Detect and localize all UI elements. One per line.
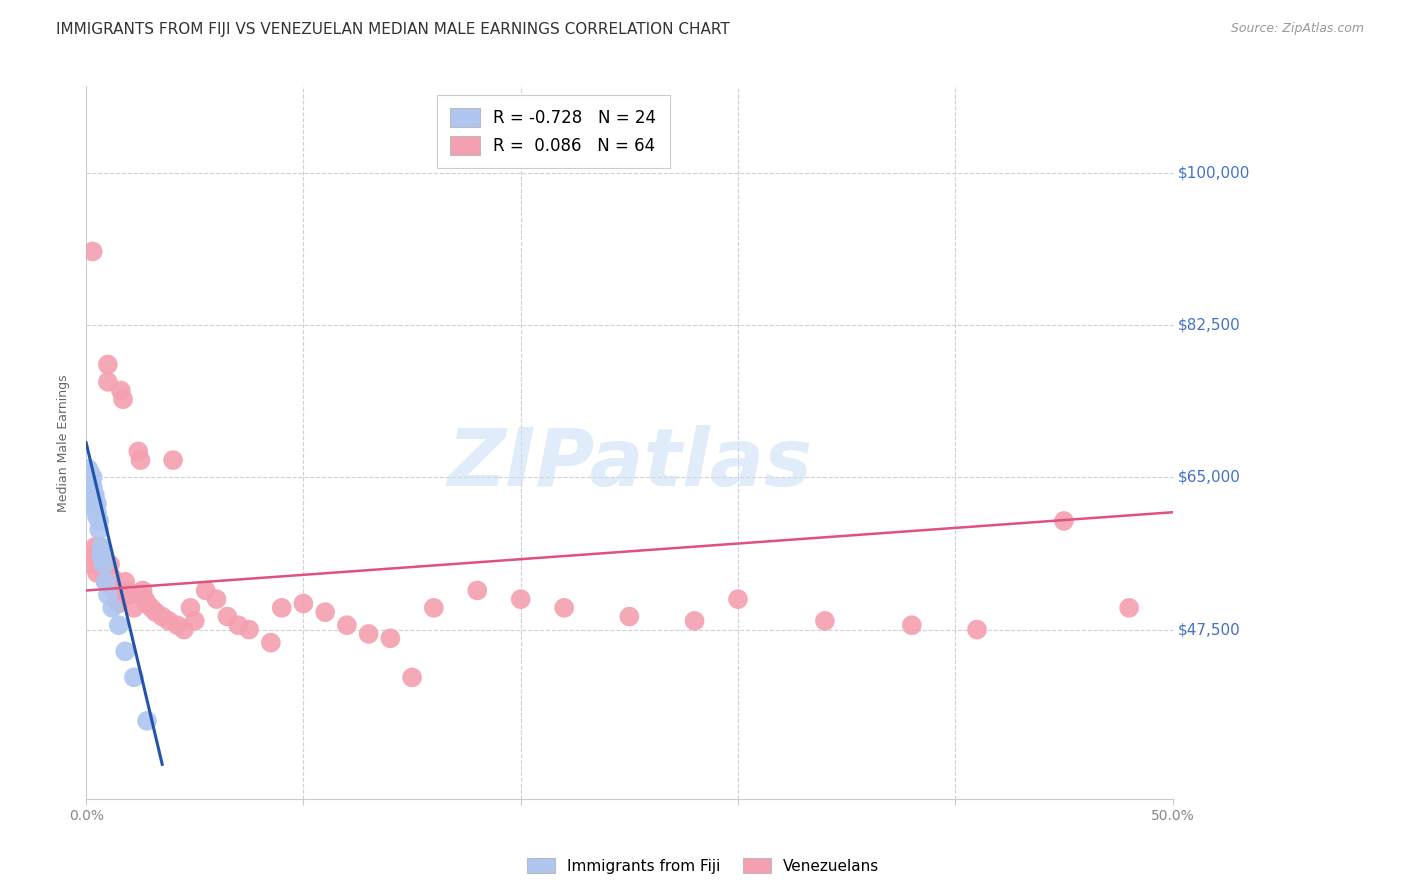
Text: $82,500: $82,500 <box>1178 318 1240 333</box>
Point <box>93 566 115 580</box>
Point <box>101 570 124 584</box>
Point <box>194 583 217 598</box>
Point <box>83 492 105 507</box>
Point <box>117 583 139 598</box>
Text: $47,500: $47,500 <box>1178 622 1240 637</box>
Point <box>683 614 706 628</box>
Point <box>101 600 124 615</box>
Point <box>107 618 129 632</box>
Point <box>131 583 153 598</box>
Point <box>90 540 112 554</box>
Point <box>184 614 207 628</box>
Point <box>465 583 488 598</box>
Point <box>114 644 136 658</box>
Point <box>93 558 115 572</box>
Point <box>89 523 111 537</box>
Point <box>82 483 104 498</box>
Point <box>166 618 188 632</box>
Legend: R = -0.728   N = 24, R =  0.086   N = 64: R = -0.728 N = 24, R = 0.086 N = 64 <box>437 95 669 169</box>
Point <box>110 384 132 398</box>
Point <box>89 514 111 528</box>
Point <box>77 462 100 476</box>
Point <box>79 475 101 489</box>
Point <box>814 614 837 628</box>
Point <box>83 488 105 502</box>
Point <box>86 553 108 567</box>
Point <box>107 597 129 611</box>
Point <box>270 600 292 615</box>
Point <box>86 566 108 580</box>
Y-axis label: Median Male Earnings: Median Male Earnings <box>58 374 70 511</box>
Point <box>79 558 101 572</box>
Point <box>226 618 249 632</box>
Point <box>134 592 156 607</box>
Point <box>314 605 336 619</box>
Point <box>86 509 108 524</box>
Point <box>173 623 195 637</box>
Point <box>93 558 115 572</box>
Point <box>205 592 228 607</box>
Point <box>112 392 135 407</box>
Point <box>118 588 141 602</box>
Point <box>423 600 446 615</box>
Point <box>901 618 924 632</box>
Text: $100,000: $100,000 <box>1178 166 1250 181</box>
Point <box>150 609 173 624</box>
Point <box>82 479 104 493</box>
Point <box>553 600 575 615</box>
Point <box>83 540 105 554</box>
Point <box>1053 514 1076 528</box>
Point <box>97 375 120 389</box>
Point <box>89 540 111 554</box>
Point <box>727 592 749 607</box>
Point <box>94 574 117 589</box>
Point <box>401 670 423 684</box>
Point <box>179 600 201 615</box>
Legend: Immigrants from Fiji, Venezuelans: Immigrants from Fiji, Venezuelans <box>520 852 886 880</box>
Text: ZIPatlas: ZIPatlas <box>447 425 811 503</box>
Point <box>136 714 159 728</box>
Point <box>145 605 167 619</box>
Point <box>336 618 359 632</box>
Point <box>90 562 112 576</box>
Point <box>82 244 104 259</box>
Point <box>260 635 283 649</box>
Point <box>141 600 163 615</box>
Text: Source: ZipAtlas.com: Source: ZipAtlas.com <box>1230 22 1364 36</box>
Point <box>90 549 112 563</box>
Point <box>105 592 128 607</box>
Point <box>122 670 145 684</box>
Point <box>292 597 315 611</box>
Point <box>79 466 101 480</box>
Point <box>82 470 104 484</box>
Point <box>83 500 105 515</box>
Point <box>122 600 145 615</box>
Point <box>90 549 112 563</box>
Text: $65,000: $65,000 <box>1178 470 1241 485</box>
Point <box>103 583 125 598</box>
Point <box>83 549 105 563</box>
Point <box>86 497 108 511</box>
Point <box>380 632 402 646</box>
Point <box>114 574 136 589</box>
Point <box>136 597 159 611</box>
Point <box>97 358 120 372</box>
Point <box>162 453 184 467</box>
Text: IMMIGRANTS FROM FIJI VS VENEZUELAN MEDIAN MALE EARNINGS CORRELATION CHART: IMMIGRANTS FROM FIJI VS VENEZUELAN MEDIA… <box>56 22 730 37</box>
Point <box>157 614 180 628</box>
Point <box>127 444 149 458</box>
Point <box>94 574 117 589</box>
Point <box>97 588 120 602</box>
Point <box>1118 600 1140 615</box>
Point <box>357 627 380 641</box>
Point <box>966 623 988 637</box>
Point <box>98 558 121 572</box>
Point <box>217 609 239 624</box>
Point <box>238 623 260 637</box>
Point <box>86 505 108 519</box>
Point <box>619 609 641 624</box>
Point <box>129 453 152 467</box>
Point <box>509 592 531 607</box>
